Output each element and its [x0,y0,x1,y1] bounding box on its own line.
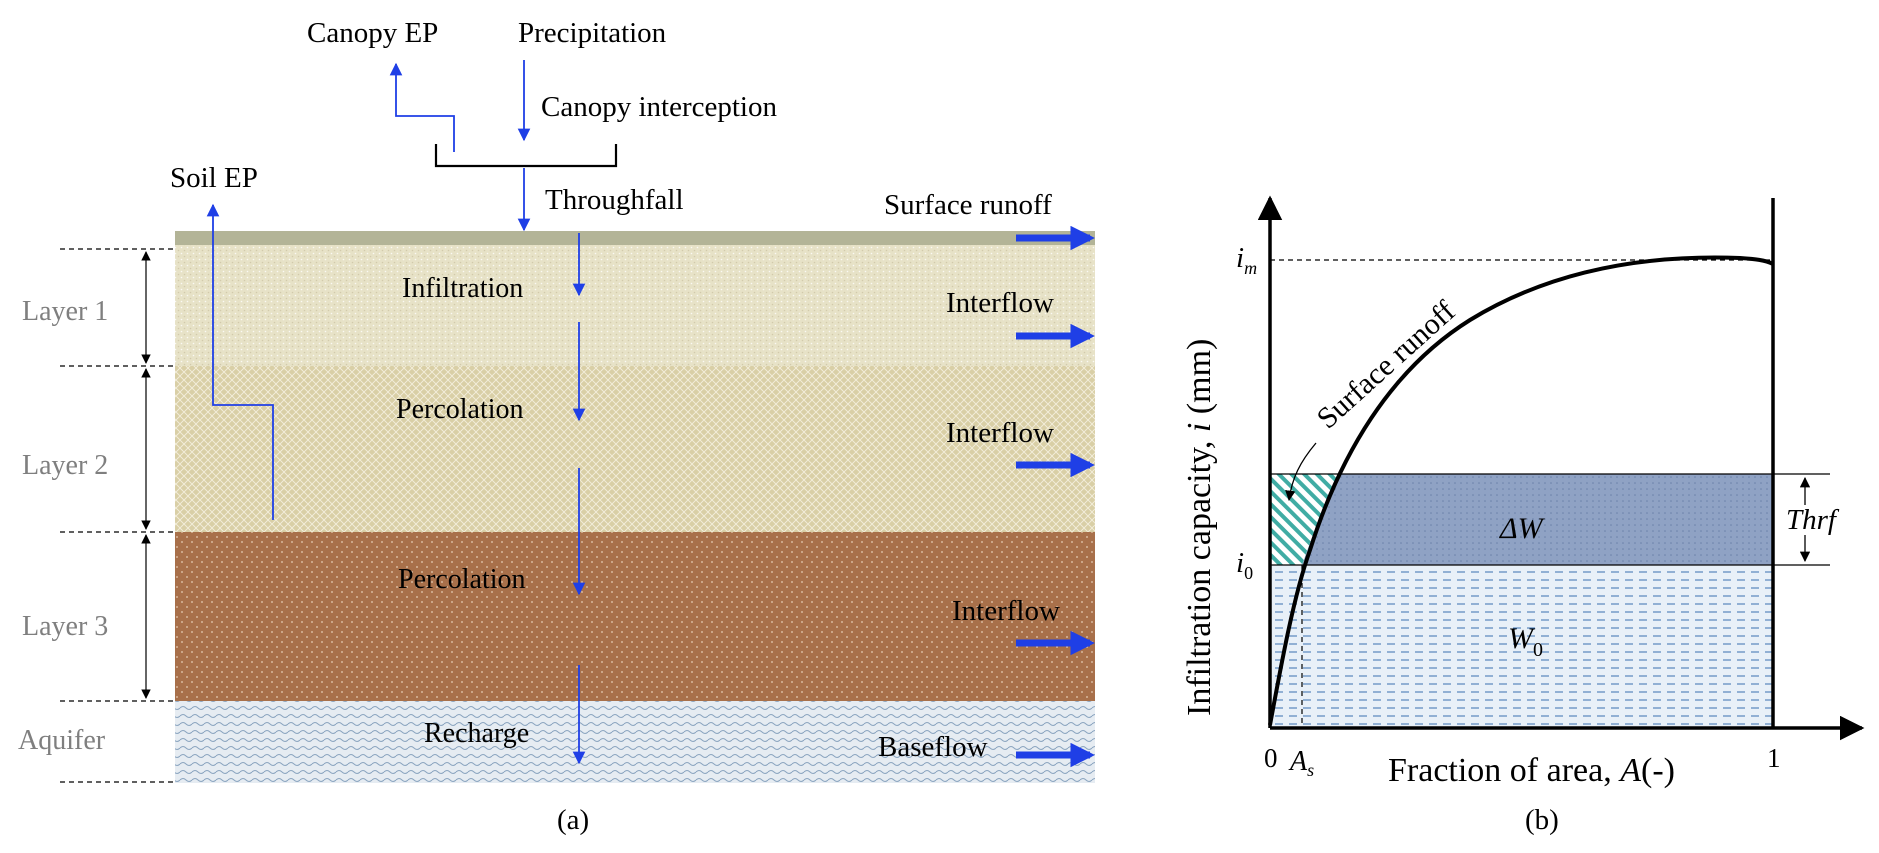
percolation-1-label: Percolation [396,394,524,425]
w0-region [1270,565,1773,728]
delta-w-label: ΔW [1499,512,1546,545]
baseflow-label: Baseflow [878,731,988,763]
i-m-tick: im [1236,242,1257,278]
layer-3-label: Layer 3 [22,611,108,642]
canopy-ep-arrow [389,62,455,152]
layer-boundaries [60,248,175,783]
layer-3-block [175,532,1095,701]
surface-runoff-label: Surface runoff [884,189,1052,221]
aquifer-label: Aquifer [18,725,106,756]
canopy-ep-label: Canopy EP [307,17,438,49]
lateral-flux-arrows [1016,225,1095,768]
y-axis-label: Infiltration capacity, i (mm) [1181,339,1218,716]
soil-ep-arrow [206,203,274,520]
layer-2-block [175,366,1095,532]
layer-1-label: Layer 1 [22,296,108,327]
i-0-tick: i0 [1236,547,1253,583]
panel-b-caption: (b) [1525,804,1559,836]
layer-1-block [175,245,1095,366]
layer-2-label: Layer 2 [22,450,108,481]
interflow-2-label: Interflow [946,417,1054,449]
panel-a-caption: (a) [557,804,589,836]
surface-band [175,231,1095,245]
aquifer-block [175,701,1095,783]
thrf-label: Thrf [1786,504,1840,536]
w0-label: W0 [1508,622,1543,661]
recharge-label: Recharge [424,718,529,749]
infiltration-label: Infiltration [402,273,523,304]
precipitation-label: Precipitation [518,17,667,49]
canopy-bracket [434,144,618,168]
throughfall-label: Throughfall [545,184,684,216]
panel-a: Layer 1 Layer 2 Layer 3 Aquifer Canopy E… [18,17,1095,836]
canopy-interception-label: Canopy interception [541,91,777,123]
panel-b: im i0 0 As 1 Infiltration capacity, i (m… [1181,195,1865,836]
interflow-1-label: Interflow [946,287,1054,319]
surface-runoff-curve-label: Surface runoff [1311,295,1462,436]
percolation-2-label: Percolation [398,564,526,595]
a-s-tick: As [1288,746,1314,780]
zero-tick: 0 [1264,743,1278,773]
delta-w-region [1302,474,1773,565]
interflow-3-label: Interflow [952,595,1060,627]
x-axis-label: Fraction of area, A(-) [1388,752,1675,789]
one-tick: 1 [1767,743,1781,773]
infiltration-curve [1268,255,1774,726]
soil-ep-label: Soil EP [170,162,258,194]
curve-label-pointer [1285,442,1317,502]
